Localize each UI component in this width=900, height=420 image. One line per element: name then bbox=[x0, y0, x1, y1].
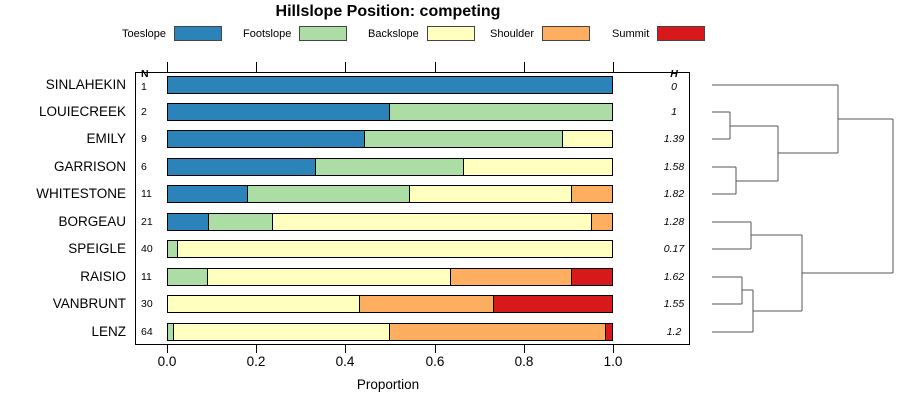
x-axis-label: Proportion bbox=[356, 377, 420, 392]
bar-segment-backslope bbox=[177, 240, 613, 258]
tick-label: 0.0 bbox=[157, 354, 177, 369]
row-label-raisio: RAISIO bbox=[80, 268, 126, 284]
legend-swatch bbox=[426, 26, 475, 41]
row-label-garrison: GARRISON bbox=[53, 158, 126, 174]
row-label-whitestone: WHITESTONE bbox=[36, 186, 126, 202]
h-value: 1.39 bbox=[663, 133, 685, 146]
row-label-emily: EMILY bbox=[86, 131, 126, 147]
legend-item-toeslope: Toeslope bbox=[122, 26, 223, 41]
legend-item-footslope: Footslope bbox=[243, 26, 348, 41]
h-value: 1 bbox=[671, 105, 677, 118]
n-value: 2 bbox=[141, 105, 147, 118]
legend-label: Shoulder bbox=[490, 27, 535, 40]
bottom-tick bbox=[613, 345, 614, 353]
legend-swatch bbox=[542, 26, 591, 41]
row-label-louiecreek: LOUIECREEK bbox=[38, 103, 126, 119]
bar-segment-shoulder bbox=[591, 213, 613, 231]
tick-label: 0.4 bbox=[335, 354, 355, 369]
bar-segment-summit bbox=[571, 268, 613, 286]
n-value: 64 bbox=[141, 325, 153, 338]
bottom-tick bbox=[435, 345, 436, 353]
top-tick bbox=[256, 62, 257, 72]
bottom-tick bbox=[345, 345, 346, 353]
tick-label: 0.2 bbox=[246, 354, 266, 369]
h-value: 1.28 bbox=[663, 215, 685, 228]
n-value: 11 bbox=[141, 188, 152, 201]
n-column-header: N bbox=[141, 68, 149, 80]
row-label-borgeau: BORGEAU bbox=[58, 213, 126, 229]
n-value: 1 bbox=[141, 80, 147, 93]
tick-label: 1.0 bbox=[603, 354, 623, 369]
legend-label: Footslope bbox=[243, 27, 292, 40]
row-label-lenz: LENZ bbox=[91, 323, 126, 339]
tick-label: 0.6 bbox=[425, 354, 445, 369]
legend-label: Backslope bbox=[368, 27, 419, 40]
top-tick bbox=[167, 62, 168, 72]
top-tick bbox=[524, 62, 525, 72]
legend-item-shoulder: Shoulder bbox=[490, 26, 591, 41]
h-value: 1.58 bbox=[663, 160, 685, 173]
n-value: 30 bbox=[141, 298, 153, 311]
tick-label: 0.8 bbox=[514, 354, 534, 369]
n-value: 21 bbox=[141, 215, 153, 228]
row-label-vanbrunt: VANBRUNT bbox=[52, 296, 126, 312]
bar-segment-summit bbox=[493, 295, 613, 313]
bar-segment-backslope bbox=[562, 130, 613, 148]
bottom-tick bbox=[167, 345, 168, 353]
legend-swatch bbox=[299, 26, 348, 41]
bottom-tick bbox=[524, 345, 525, 353]
h-value: 0.17 bbox=[663, 243, 685, 256]
n-value: 6 bbox=[141, 160, 147, 173]
bar-segment-toeslope bbox=[167, 76, 613, 94]
row-label-speigle: SPEIGLE bbox=[68, 241, 126, 257]
h-value: 1.82 bbox=[663, 188, 685, 201]
row-label-sinlahekin: SINLAHEKIN bbox=[45, 76, 126, 92]
legend-swatch bbox=[657, 26, 706, 41]
h-value: 1.62 bbox=[663, 270, 685, 283]
top-tick bbox=[613, 62, 614, 72]
legend-swatch bbox=[174, 26, 223, 41]
top-tick bbox=[345, 62, 346, 72]
bar-segment-footslope bbox=[389, 103, 613, 121]
legend-label: Toeslope bbox=[122, 27, 167, 40]
legend-label: Summit bbox=[612, 27, 650, 40]
chart-title: Hillslope Position: competing bbox=[275, 3, 501, 20]
legend-item-summit: Summit bbox=[612, 26, 706, 41]
n-value: 40 bbox=[141, 243, 153, 256]
h-value: 0 bbox=[671, 80, 677, 93]
top-tick bbox=[435, 62, 436, 72]
bottom-tick bbox=[256, 345, 257, 353]
h-value: 1.55 bbox=[663, 298, 685, 311]
bar-segment-summit bbox=[605, 323, 613, 341]
n-value: 9 bbox=[141, 133, 147, 146]
bar-segment-shoulder bbox=[571, 185, 613, 203]
h-value: 1.2 bbox=[666, 325, 682, 338]
h-column-header: H bbox=[670, 68, 678, 80]
legend-item-backslope: Backslope bbox=[368, 26, 475, 41]
n-value: 11 bbox=[141, 270, 152, 283]
bar-segment-backslope bbox=[463, 158, 613, 176]
